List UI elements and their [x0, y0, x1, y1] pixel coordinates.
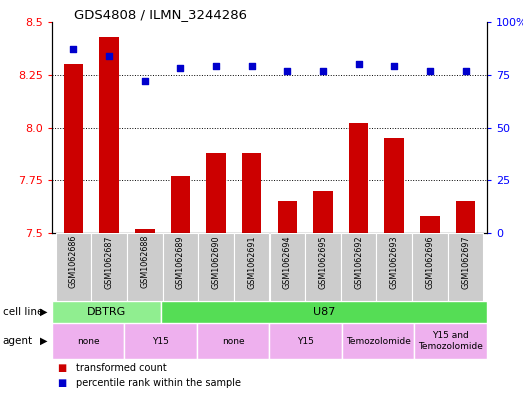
Bar [197, 323, 269, 359]
Point [247, 63, 256, 70]
Text: GSM1062689: GSM1062689 [176, 235, 185, 288]
Bar [52, 323, 124, 359]
Point [69, 46, 77, 53]
Text: ■: ■ [57, 378, 66, 388]
Text: GDS4808 / ILMN_3244286: GDS4808 / ILMN_3244286 [74, 8, 247, 21]
Text: percentile rank within the sample: percentile rank within the sample [75, 378, 241, 388]
Text: U87: U87 [313, 307, 335, 317]
Bar [99, 37, 119, 233]
Bar [269, 323, 342, 359]
Text: GSM1062687: GSM1062687 [105, 235, 113, 288]
Bar [198, 233, 234, 301]
Point [426, 67, 434, 73]
Bar [448, 233, 483, 301]
Bar [384, 138, 404, 233]
Bar [52, 301, 161, 323]
Bar [242, 153, 262, 233]
Bar [456, 201, 475, 233]
Point [105, 53, 113, 59]
Text: none: none [222, 336, 245, 345]
Text: Temozolomide: Temozolomide [346, 336, 411, 345]
Text: transformed count: transformed count [75, 363, 166, 373]
Text: Y15: Y15 [297, 336, 314, 345]
Text: ■: ■ [57, 363, 66, 373]
Bar [412, 233, 448, 301]
Bar [415, 323, 487, 359]
Point [176, 65, 185, 72]
Bar [170, 176, 190, 233]
Text: GSM1062694: GSM1062694 [283, 235, 292, 288]
Bar [64, 64, 83, 233]
Point [212, 63, 220, 70]
Text: agent: agent [3, 336, 33, 346]
Text: GSM1062691: GSM1062691 [247, 235, 256, 288]
Text: none: none [77, 336, 99, 345]
Bar [161, 301, 487, 323]
Point [390, 63, 399, 70]
Text: ▶: ▶ [40, 336, 48, 346]
Point [461, 67, 470, 73]
Text: Y15 and
Temozolomide: Y15 and Temozolomide [418, 331, 483, 351]
Bar [91, 233, 127, 301]
Bar [420, 216, 440, 233]
Bar [278, 201, 297, 233]
Bar [135, 229, 154, 233]
Text: Y15: Y15 [152, 336, 169, 345]
Bar [269, 233, 305, 301]
Text: GSM1062697: GSM1062697 [461, 235, 470, 289]
Text: GSM1062692: GSM1062692 [354, 235, 363, 289]
Point [283, 67, 291, 73]
Bar [313, 191, 333, 233]
Bar [341, 233, 377, 301]
Bar [127, 233, 163, 301]
Bar [124, 323, 197, 359]
Point [319, 67, 327, 73]
Point [141, 78, 149, 84]
Text: GSM1062695: GSM1062695 [319, 235, 327, 289]
Text: GSM1062693: GSM1062693 [390, 235, 399, 288]
Bar [55, 233, 91, 301]
Point [355, 61, 363, 67]
Bar [377, 233, 412, 301]
Text: GSM1062686: GSM1062686 [69, 235, 78, 288]
Text: GSM1062690: GSM1062690 [211, 235, 221, 288]
Text: GSM1062696: GSM1062696 [425, 235, 435, 288]
Text: GSM1062688: GSM1062688 [140, 235, 149, 288]
Text: DBTRG: DBTRG [87, 307, 126, 317]
Bar [349, 123, 368, 233]
Bar [305, 233, 341, 301]
Bar [342, 323, 415, 359]
Text: ▶: ▶ [40, 307, 48, 317]
Text: cell line: cell line [3, 307, 43, 317]
Bar [163, 233, 198, 301]
Bar [206, 153, 226, 233]
Bar [234, 233, 269, 301]
